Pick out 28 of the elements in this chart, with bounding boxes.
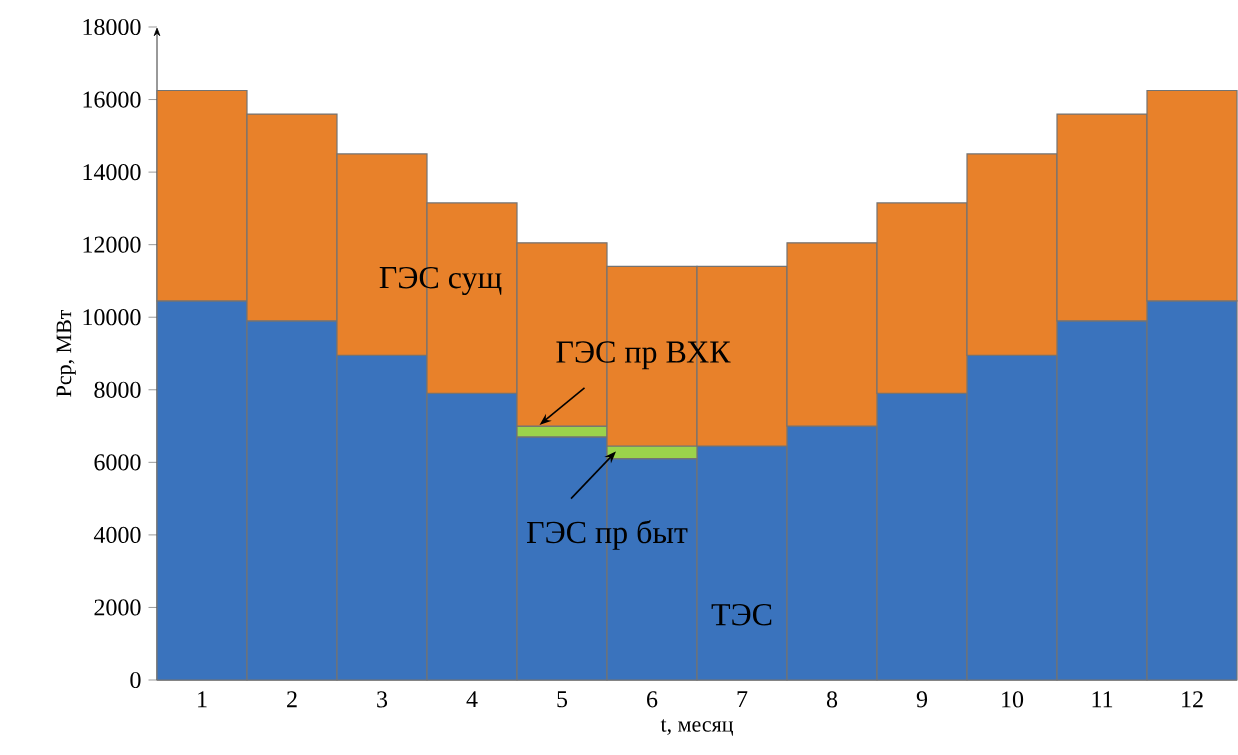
y-tick-label: 16000 xyxy=(83,91,141,108)
x-tick-label: 12 xyxy=(1182,691,1203,708)
series-label: ГЭС пр ВХК xyxy=(556,341,731,370)
y-tick-label: 18000 xyxy=(83,18,141,36)
x-tick-label: 7 xyxy=(737,691,748,708)
series-label: ТЭС xyxy=(711,603,772,626)
y-tick-label: 6000 xyxy=(94,454,141,471)
x-axis-title: t, месяц xyxy=(660,719,734,736)
x-tick-label: 11 xyxy=(1092,691,1113,708)
x-tick-label: 10 xyxy=(1002,691,1024,708)
x-tick-label: 4 xyxy=(466,691,478,708)
x-tick-label: 3 xyxy=(377,691,388,708)
x-tick-label: 1 xyxy=(198,691,207,708)
y-tick-label: 2000 xyxy=(94,599,141,616)
x-tick-label: 2 xyxy=(287,691,297,708)
series-label: ГЭС сущ xyxy=(379,266,502,295)
x-tick-label: 8 xyxy=(826,691,838,708)
x-tick-label: 9 xyxy=(916,691,928,708)
y-tick-label: 14000 xyxy=(83,164,141,181)
y-tick-label: 12000 xyxy=(83,236,141,253)
x-tick-label: 5 xyxy=(557,691,568,708)
y-tick-label: 8000 xyxy=(94,381,141,398)
y-axis-title: Pср, МВт xyxy=(56,309,76,397)
y-tick-label: 10000 xyxy=(83,309,141,326)
y-tick-label: 0 xyxy=(130,671,141,689)
y-tick-label: 4000 xyxy=(93,526,141,543)
x-tick-label: 6 xyxy=(647,691,658,708)
series-label: ГЭС пр быт xyxy=(527,520,688,550)
